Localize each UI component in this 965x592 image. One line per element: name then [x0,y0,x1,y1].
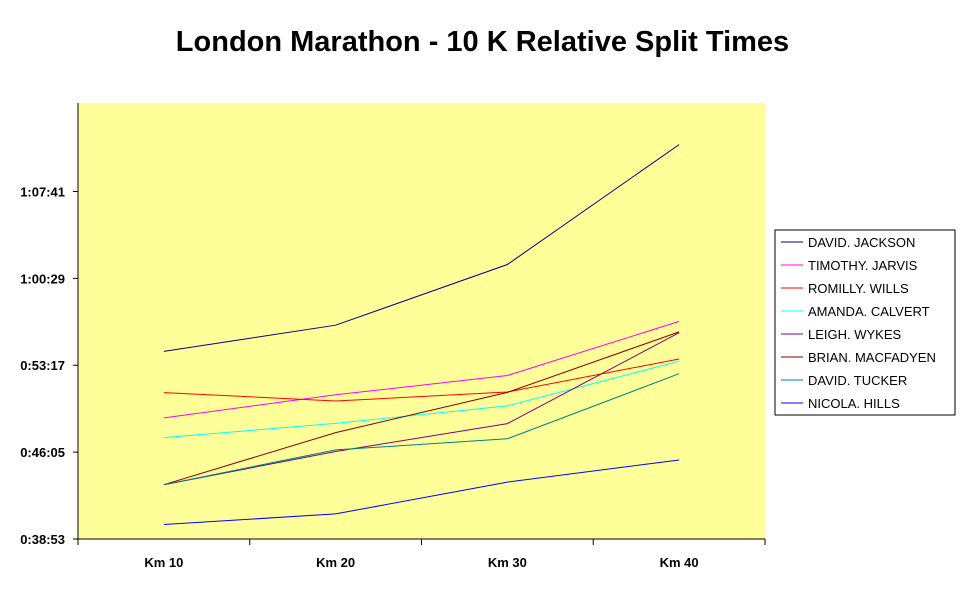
chart-title: London Marathon - 10 K Relative Split Ti… [175,26,790,58]
legend-label: BRIAN. MACFADYEN [808,350,936,365]
series-line-4 [163,360,680,439]
x-tick-label: Km 20 [316,555,355,570]
y-tick-label: 0:53:17 [20,358,65,373]
series-line-5 [163,332,680,486]
plot-area [78,103,765,539]
x-axis-ticks: Km 10 Km 20 Km 30 Km 40 [77,539,766,570]
legend-box [774,229,956,416]
legend: DAVID. JACKSON TIMOTHY. JARVIS ROMILLY. WI… [774,229,956,416]
x-tick-label: Km 30 [488,555,527,570]
legend-label: LEIGH. WYKES [808,327,902,342]
legend-label: NICOLA. HILLS [808,396,900,411]
series-line-3 [163,358,680,402]
series-line-2 [163,320,680,419]
x-tick-label: Km 40 [660,555,699,570]
y-axis-ticks: 0:38:53 0:46:05 0:53:17 1:00:29 1:07:41 [20,184,78,547]
series-line-8 [163,459,680,525]
x-tick-label: Km 10 [144,555,183,570]
series-line-6 [163,331,680,486]
legend-label: AMANDA. CALVERT [808,304,930,319]
legend-label: DAVID. TUCKER [808,373,907,388]
legend-label: TIMOTHY. JARVIS [808,258,918,273]
legend-label: DAVID. JACKSON [808,235,915,250]
series-line-1 [163,144,680,352]
series-line-7 [163,373,680,486]
y-tick-label: 1:00:29 [20,271,65,286]
series-lines [163,144,680,525]
y-tick-label: 0:46:05 [20,445,65,460]
y-tick-label: 0:38:53 [20,532,65,547]
legend-label: ROMILLY. WILLS [808,281,909,296]
y-tick-label: 1:07:41 [20,184,65,199]
